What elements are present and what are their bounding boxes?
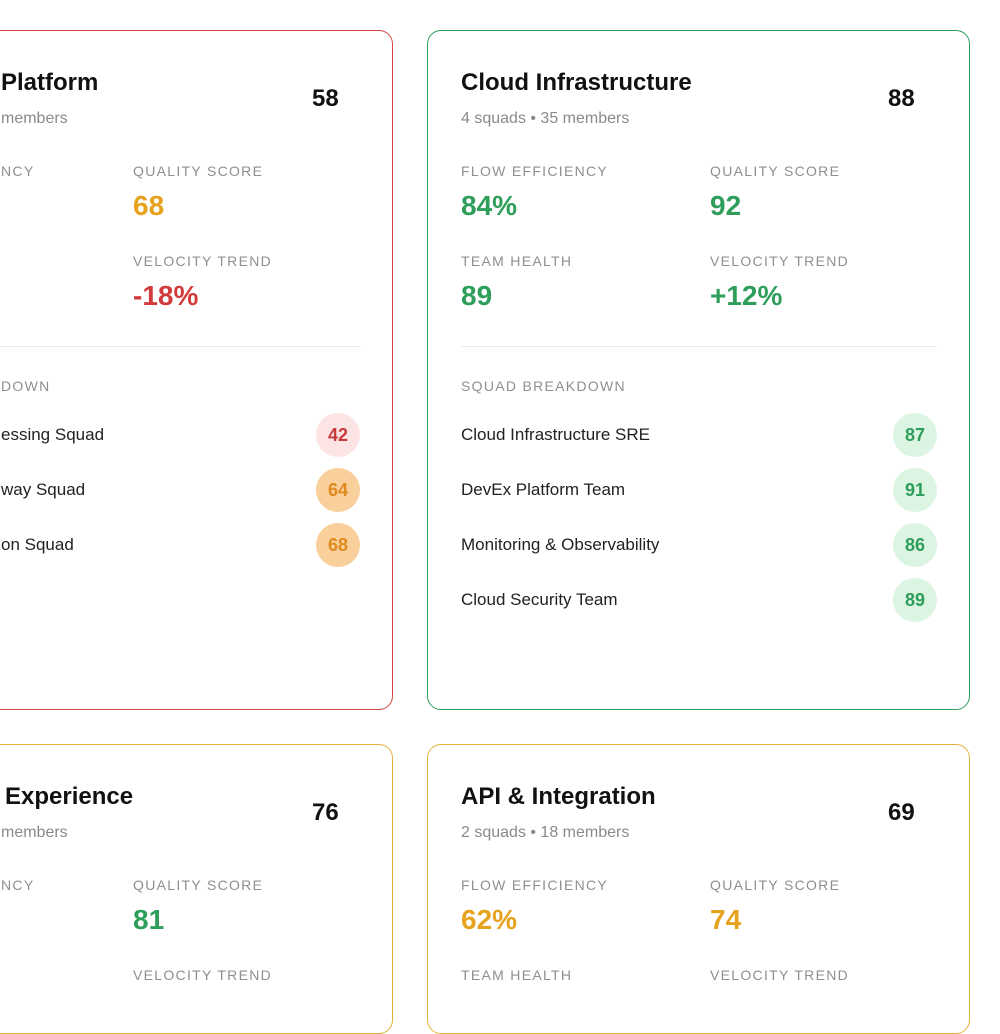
metric-value-health: 89 xyxy=(461,280,493,311)
team-card-api-integration[interactable]: API & Integration 2 squads • 18 members … xyxy=(427,744,970,1034)
squad-score-badge: 64 xyxy=(316,468,360,512)
metric-value-quality: 74 xyxy=(710,904,742,935)
card-subtitle: 4 squads • 35 members xyxy=(461,110,630,127)
squad-score-badge: 87 xyxy=(893,413,937,457)
metric-label-flow: FLOW EFFICIENCY xyxy=(461,877,609,893)
metric-value-quality: 92 xyxy=(710,190,742,221)
metric-label-health: TEAM HEALTH xyxy=(461,253,573,269)
squad-score-badge: 89 xyxy=(893,578,937,622)
card-subtitle: members xyxy=(1,110,68,127)
metric-label-velocity: VELOCITY TREND xyxy=(133,253,273,269)
squad-name: Monitoring & Observability xyxy=(461,535,660,554)
metric-value-flow: 84% xyxy=(461,190,518,221)
squad-score-badge: 91 xyxy=(893,468,937,512)
squad-breakdown-label: DOWN xyxy=(1,378,51,394)
metric-label-velocity: VELOCITY TREND xyxy=(133,967,273,983)
card-title: Experience xyxy=(5,783,134,810)
team-card-platform[interactable]: Platform members 58 NCY QUALITY SCORE 68… xyxy=(0,30,393,710)
metric-label-quality: QUALITY SCORE xyxy=(710,877,841,893)
card-title: Cloud Infrastructure xyxy=(461,69,692,96)
metric-label-velocity: VELOCITY TREND xyxy=(710,967,850,983)
metric-label-quality: QUALITY SCORE xyxy=(710,163,841,179)
squad-name: on Squad xyxy=(1,535,74,554)
metric-label-health: TEAM HEALTH xyxy=(461,967,573,983)
squad-score-badge: 68 xyxy=(316,523,360,567)
overall-score: 58 xyxy=(312,85,339,112)
squad-name: DevEx Platform Team xyxy=(461,480,626,499)
metric-label-flow: FLOW EFFICIENCY xyxy=(461,163,609,179)
squad-name: Cloud Infrastructure SRE xyxy=(461,425,650,444)
metric-label-quality: QUALITY SCORE xyxy=(133,163,264,179)
team-card-experience[interactable]: Experience members 76 NCY QUALITY SCORE … xyxy=(0,744,393,1034)
overall-score: 76 xyxy=(312,799,339,826)
metric-label-velocity: VELOCITY TREND xyxy=(710,253,850,269)
squad-breakdown-label: SQUAD BREAKDOWN xyxy=(461,378,626,394)
card-subtitle: 2 squads • 18 members xyxy=(461,824,630,841)
divider xyxy=(461,346,937,347)
overall-score: 69 xyxy=(888,799,915,826)
card-title: Platform xyxy=(1,69,99,96)
metric-value-velocity: +12% xyxy=(710,280,783,311)
card-subtitle: members xyxy=(1,824,68,841)
team-card-cloud-infrastructure[interactable]: Cloud Infrastructure 4 squads • 35 membe… xyxy=(427,30,970,710)
metric-value-flow: 62% xyxy=(461,904,518,935)
squad-name: essing Squad xyxy=(1,425,105,444)
metric-label-flow: NCY xyxy=(1,877,35,893)
squad-name: Cloud Security Team xyxy=(461,590,618,609)
metric-label-quality: QUALITY SCORE xyxy=(133,877,264,893)
metric-value-quality: 68 xyxy=(133,190,165,221)
overall-score: 88 xyxy=(888,85,915,112)
metric-value-quality: 81 xyxy=(133,904,165,935)
squad-score-badge: 42 xyxy=(316,413,360,457)
squad-score-badge: 86 xyxy=(893,523,937,567)
divider xyxy=(0,346,361,347)
squad-name: way Squad xyxy=(1,480,86,499)
card-title: API & Integration xyxy=(461,783,656,810)
metric-value-velocity: -18% xyxy=(133,280,199,311)
metric-label-flow: NCY xyxy=(1,163,35,179)
